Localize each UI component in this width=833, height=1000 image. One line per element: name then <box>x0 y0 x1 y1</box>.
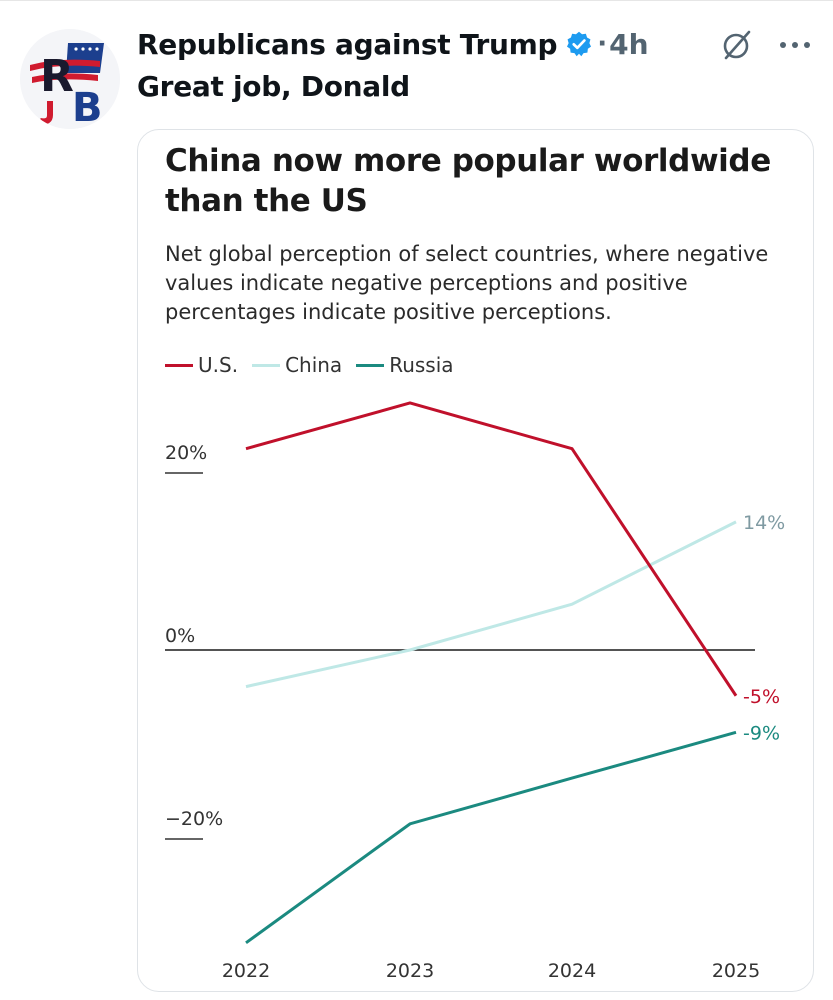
chart-card[interactable] <box>137 129 814 992</box>
more-icon[interactable] <box>775 30 815 60</box>
post-time[interactable]: 4h <box>609 27 649 61</box>
series-line-us <box>245 401 738 697</box>
x-tick-label: 2025 <box>712 960 760 982</box>
legend-label-russia: Russia <box>389 353 454 377</box>
post-header: Republicans against Trump · 4h <box>137 22 649 66</box>
legend-item-us: U.S. <box>165 353 238 377</box>
legend-item-russia: Russia <box>356 353 454 377</box>
svg-text:R: R <box>40 51 74 102</box>
end-label-russia: -9% <box>743 722 780 744</box>
avatar[interactable]: R B <box>20 29 120 129</box>
legend-item-china: China <box>252 353 342 377</box>
rb-logo-avatar-icon: R B <box>20 29 120 129</box>
grok-icon[interactable] <box>720 28 754 62</box>
series-line-russia <box>245 730 737 945</box>
top-divider <box>0 0 833 1</box>
x-tick-label: 2022 <box>222 960 270 982</box>
x-tick-label: 2023 <box>386 960 434 982</box>
y-tick-label: 0% <box>165 625 195 647</box>
legend-label-us: U.S. <box>198 353 239 377</box>
legend-label-china: China <box>285 353 343 377</box>
y-tick-label: −20% <box>165 808 223 830</box>
legend-swatch-china <box>252 363 281 367</box>
series-line-china <box>245 520 737 689</box>
chart-title: China now more popular worldwide than th… <box>165 143 771 219</box>
post-text: Great job, Donald <box>137 70 410 103</box>
verified-badge-icon <box>567 31 592 57</box>
legend-swatch-us <box>165 363 193 367</box>
x-tick-label: 2024 <box>548 960 596 982</box>
legend-swatch-russia <box>356 363 385 367</box>
chart-subtitle: Net global perception of select countrie… <box>165 242 769 324</box>
y-tick-label: 20% <box>165 442 207 464</box>
author-name[interactable]: Republicans against Trump <box>137 27 558 61</box>
separator-dot: · <box>597 29 608 59</box>
end-label-us: -5% <box>743 686 780 708</box>
end-label-china: 14% <box>743 512 785 534</box>
chart-legend: U.S. China Russia <box>165 351 468 379</box>
